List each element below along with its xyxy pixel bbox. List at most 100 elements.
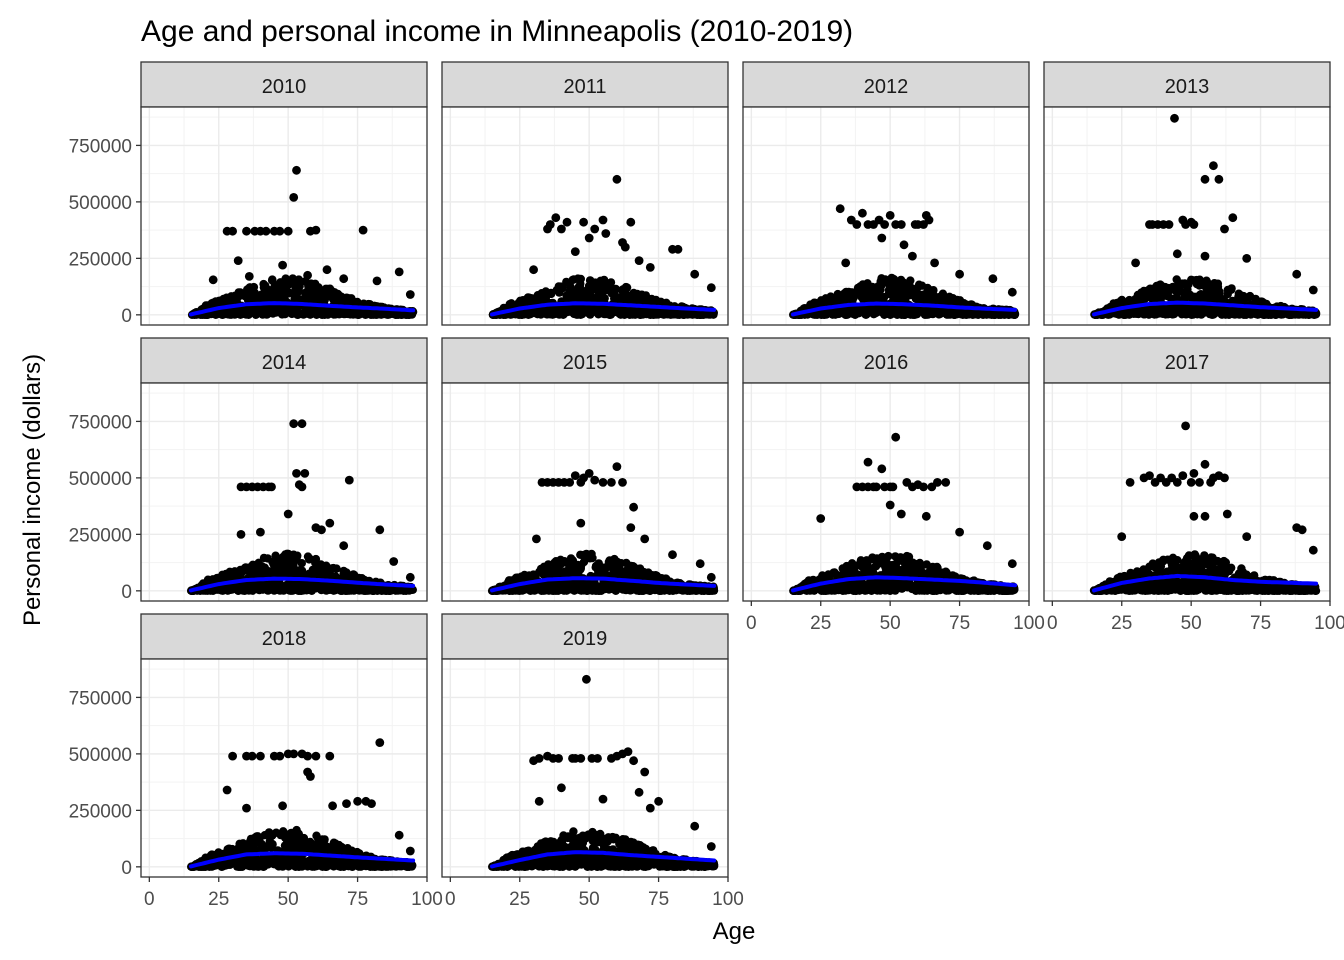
scatter-point-outlier bbox=[590, 224, 600, 234]
scatter-point bbox=[252, 305, 261, 314]
scatter-point bbox=[639, 567, 648, 577]
scatter-point bbox=[651, 571, 660, 580]
scatter-point bbox=[868, 282, 877, 292]
scatter-point bbox=[518, 585, 527, 594]
scatter-point bbox=[832, 309, 842, 318]
scatter-point bbox=[622, 283, 632, 292]
scatter-point-outlier bbox=[618, 478, 627, 487]
scatter-point bbox=[598, 290, 607, 300]
scatter-point-outlier bbox=[598, 215, 608, 225]
facet-strip bbox=[1043, 61, 1331, 108]
scatter-point bbox=[1243, 309, 1253, 318]
scatter-point-outlier bbox=[1308, 285, 1318, 295]
scatter-point bbox=[268, 557, 277, 567]
scatter-point-outlier bbox=[1220, 224, 1229, 234]
y-tick-label: 0 bbox=[121, 306, 132, 327]
scatter-point-outlier bbox=[570, 471, 580, 480]
scatter-point-outlier bbox=[339, 541, 349, 551]
scatter-point bbox=[288, 278, 297, 287]
scatter-point bbox=[295, 282, 304, 291]
scatter-point bbox=[843, 289, 853, 298]
scatter-point bbox=[622, 558, 631, 568]
scatter-point-outlier bbox=[228, 226, 238, 236]
scatter-point bbox=[1187, 308, 1197, 318]
scatter-point bbox=[333, 583, 342, 592]
scatter-point bbox=[582, 551, 591, 560]
scatter-point-outlier bbox=[626, 523, 636, 532]
scatter-point bbox=[531, 296, 540, 305]
scatter-point bbox=[305, 309, 314, 318]
scatter-point-outlier bbox=[292, 469, 301, 478]
scatter-point bbox=[613, 567, 622, 576]
scatter-point bbox=[1153, 289, 1162, 298]
scatter-point bbox=[539, 562, 549, 571]
scatter-point bbox=[1168, 310, 1177, 319]
y-tick-label: 500000 bbox=[69, 469, 132, 490]
facet-panel-2012: 2012 bbox=[742, 61, 1030, 326]
scatter-point bbox=[1252, 309, 1261, 319]
scatter-point-outlier bbox=[880, 220, 889, 229]
scatter-point-outlier bbox=[601, 229, 611, 238]
facet-strip-label: 2015 bbox=[563, 352, 608, 374]
scatter-point bbox=[655, 309, 664, 318]
scatter-point-outlier bbox=[275, 226, 285, 236]
scatter-point bbox=[241, 310, 251, 319]
scatter-point bbox=[599, 275, 609, 285]
scatter-point-outlier bbox=[557, 224, 566, 234]
scatter-point bbox=[294, 275, 303, 284]
facet-panel-2011: 2011 bbox=[441, 61, 729, 326]
scatter-point bbox=[306, 294, 315, 303]
scatter-point bbox=[547, 289, 556, 299]
scatter-point bbox=[1125, 295, 1134, 305]
scatter-point bbox=[507, 299, 516, 308]
scatter-point bbox=[243, 285, 252, 294]
scatter-point bbox=[891, 287, 901, 296]
scatter-point-outlier bbox=[1214, 174, 1224, 184]
scatter-point-outlier bbox=[955, 269, 964, 279]
facet-strip bbox=[742, 61, 1030, 108]
scatter-point-outlier bbox=[1292, 269, 1302, 279]
scatter-point bbox=[558, 284, 567, 293]
scatter-point-outlier bbox=[297, 482, 307, 492]
scatter-point bbox=[304, 569, 314, 578]
scatter-point bbox=[629, 562, 638, 572]
scatter-point bbox=[877, 274, 886, 283]
scatter-point-outlier bbox=[233, 256, 243, 265]
scatter-point-outlier bbox=[551, 213, 561, 223]
x-axis-title: Age bbox=[713, 918, 756, 945]
scatter-point bbox=[330, 307, 340, 317]
scatter-point bbox=[587, 280, 596, 290]
scatter-point-outlier bbox=[579, 217, 588, 227]
scatter-point-outlier bbox=[852, 220, 862, 229]
scatter-point bbox=[1172, 287, 1181, 296]
scatter-point bbox=[920, 310, 930, 319]
scatter-point-outlier bbox=[394, 267, 404, 277]
scatter-point bbox=[629, 309, 638, 319]
scatter-point bbox=[303, 552, 313, 561]
smooth-trend-line bbox=[791, 301, 1018, 317]
scatter-point-outlier bbox=[344, 475, 354, 485]
scatter-point-outlier bbox=[529, 265, 538, 275]
scatter-point bbox=[671, 586, 681, 595]
facet-strip-label: 2012 bbox=[864, 76, 909, 98]
scatter-point bbox=[859, 287, 869, 297]
scatter-point bbox=[305, 280, 314, 290]
scatter-point-outlier bbox=[690, 269, 700, 279]
scatter-point bbox=[642, 309, 651, 319]
scatter-point bbox=[274, 288, 284, 297]
scatter-point bbox=[611, 585, 621, 594]
scatter-point-outlier bbox=[908, 251, 917, 261]
facet-strip-label: 2013 bbox=[1165, 76, 1210, 98]
facet-strip-label: 2010 bbox=[262, 76, 307, 98]
scatter-point-outlier bbox=[283, 226, 293, 236]
scatter-point bbox=[820, 310, 829, 319]
y-tick-label: 750000 bbox=[69, 136, 132, 157]
scatter-point-outlier bbox=[1172, 249, 1182, 259]
scatter-point bbox=[669, 310, 679, 319]
scatter-point bbox=[260, 304, 269, 313]
facet-strip bbox=[140, 61, 428, 108]
scatter-point bbox=[616, 305, 626, 315]
scatter-point-outlier bbox=[612, 462, 622, 471]
